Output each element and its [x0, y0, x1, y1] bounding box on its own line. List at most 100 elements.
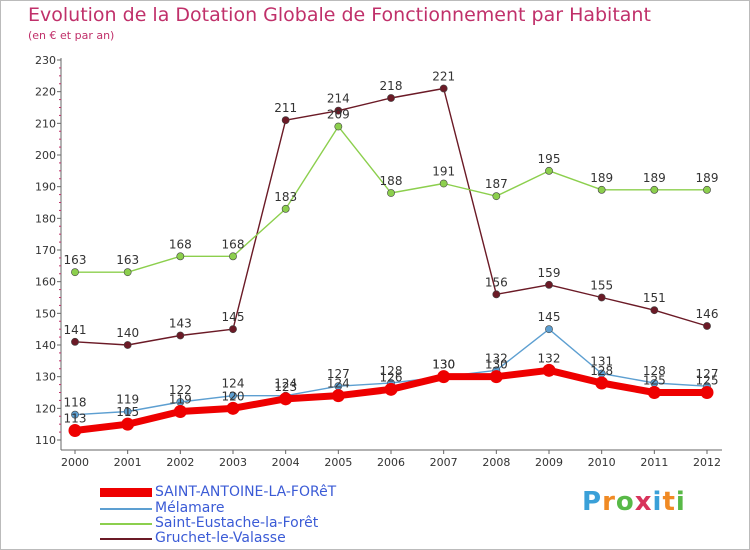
data-point	[334, 106, 343, 115]
data-point	[229, 391, 237, 400]
x-tick-label: 2011	[640, 456, 668, 469]
data-point	[650, 185, 659, 194]
data-label: 168	[169, 237, 192, 251]
data-label: 118	[64, 396, 87, 410]
logo-letter: t	[662, 487, 676, 517]
data-point	[384, 382, 398, 396]
y-tick-label: 200	[35, 149, 56, 162]
data-label: 183	[274, 190, 297, 204]
data-point	[334, 122, 343, 131]
data-point	[489, 370, 503, 384]
x-tick-label: 2005	[324, 456, 352, 469]
data-point	[71, 410, 79, 419]
data-label: 163	[64, 253, 87, 267]
y-tick-label: 220	[35, 86, 56, 99]
legend-label-gruchet: Gruchet-le-Valasse	[155, 530, 286, 546]
x-tick-label: 2003	[219, 456, 247, 469]
data-label: 122	[169, 383, 192, 397]
x-tick-label: 2001	[114, 456, 142, 469]
data-label: 130	[432, 358, 455, 372]
data-label: 119	[116, 393, 139, 407]
data-point	[703, 322, 711, 330]
x-tick-label: 2006	[377, 456, 405, 469]
data-label: 119	[169, 393, 192, 407]
data-point	[279, 392, 293, 406]
data-label: 128	[643, 364, 666, 378]
data-point	[71, 268, 79, 277]
logo-letter: i	[652, 487, 663, 517]
data-label: 115	[116, 405, 139, 419]
legend-label-melamare: Mélamare	[155, 500, 225, 516]
data-label: 189	[643, 171, 666, 185]
data-label: 131	[590, 355, 613, 369]
logo-letter: P	[582, 487, 603, 517]
data-label: 209	[327, 108, 350, 122]
data-label: 124	[222, 377, 245, 391]
y-tick-label: 170	[35, 244, 56, 257]
data-label: 140	[116, 326, 139, 340]
x-tick-label: 2004	[272, 456, 300, 469]
data-label: 168	[222, 237, 245, 251]
series-line	[74, 87, 708, 346]
series-saint-eustache-la-foret: 163 163 168 168 183 209 188 191 187 195 189 189 189	[64, 108, 719, 277]
data-label: 123	[274, 380, 297, 394]
data-point	[71, 337, 79, 346]
data-label: 189	[696, 171, 719, 185]
data-point	[597, 185, 606, 194]
data-point	[439, 84, 448, 93]
y-tick-label: 120	[35, 402, 56, 415]
data-point	[176, 331, 185, 340]
legend-swatch-saint-antoine	[100, 488, 152, 497]
y-tick-label: 110	[35, 434, 56, 447]
data-label: 159	[538, 266, 561, 280]
data-label: 151	[643, 291, 666, 305]
data-point	[437, 370, 451, 384]
data-label: 128	[380, 364, 403, 378]
y-tick-label: 180	[35, 212, 56, 225]
data-label: 156	[485, 275, 508, 289]
legend-label-saint-antoine: SAINT-ANTOINE-LA-FORêT	[155, 484, 337, 500]
x-tick-label: 2008	[482, 456, 510, 469]
data-label: 141	[64, 323, 87, 337]
y-tick-label: 160	[35, 276, 56, 289]
data-point	[700, 386, 714, 399]
data-label: 132	[538, 351, 561, 365]
data-point	[542, 363, 556, 377]
proxiti-logo: Proxiti	[582, 487, 686, 517]
data-label: 143	[169, 317, 192, 331]
data-point	[650, 306, 659, 315]
data-point	[123, 341, 132, 349]
data-point	[281, 116, 290, 125]
y-tick-label: 230	[35, 54, 56, 67]
data-label: 130	[432, 358, 455, 372]
y-tick-label: 130	[35, 371, 56, 384]
logo-letter: i	[675, 487, 686, 517]
data-label: 126	[380, 370, 403, 384]
data-label: 221	[432, 70, 455, 84]
y-tick-label: 140	[35, 339, 56, 352]
data-label: 145	[222, 310, 245, 324]
data-point	[492, 290, 501, 299]
data-point	[121, 417, 135, 431]
data-point	[387, 189, 395, 197]
data-label: 218	[380, 79, 403, 93]
legend-swatch-saint-eustache	[100, 523, 152, 525]
y-tick-label: 210	[35, 117, 56, 130]
data-label: 195	[538, 152, 561, 166]
data-label: 127	[696, 367, 719, 381]
data-label: 125	[643, 374, 666, 388]
data-point	[387, 94, 395, 102]
data-point	[647, 386, 661, 399]
data-point	[439, 179, 448, 188]
series-gruchet-le-valasse: 141 140 143 145 211 214 218 221 156 159 155 151 146	[64, 70, 718, 349]
data-label: 191	[432, 165, 455, 179]
data-point	[173, 405, 187, 418]
data-point	[229, 252, 237, 261]
data-point	[492, 192, 501, 201]
data-label: 155	[590, 279, 613, 293]
x-tick-label: 2002	[166, 456, 194, 469]
data-point	[229, 325, 237, 334]
data-label: 145	[538, 310, 561, 324]
